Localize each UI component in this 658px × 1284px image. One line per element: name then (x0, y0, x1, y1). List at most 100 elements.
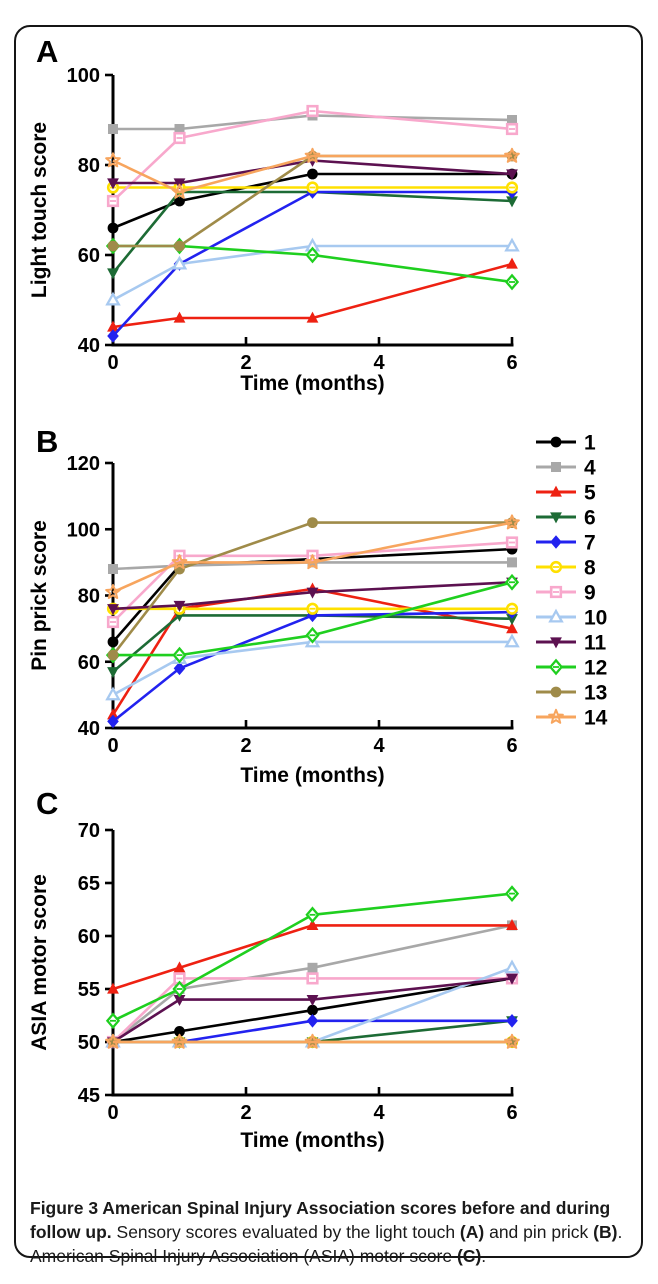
y-tick-label: 60 (78, 652, 100, 674)
data-point-marker (105, 291, 121, 306)
caption-bold-text: (B) (593, 1221, 618, 1242)
x-tick-label: 4 (373, 1102, 385, 1124)
legend-entry-8: 8 (536, 557, 596, 580)
data-point-marker (504, 1033, 520, 1049)
figure-border (14, 25, 643, 1258)
series-line-14 (112, 154, 512, 194)
y-axis-title: Pin prick score (28, 520, 51, 671)
legend-label: 5 (584, 482, 596, 505)
caption-text: . (481, 1245, 487, 1266)
legend-label: 1 (584, 432, 596, 455)
caption-bold-text: Figure 3 American Spinal Injury Associat… (30, 1197, 611, 1242)
series-line-10 (112, 640, 512, 697)
data-point-marker (173, 311, 186, 323)
legend-label: 11 (584, 632, 607, 655)
data-point-marker (105, 152, 121, 168)
series-line-10 (112, 244, 512, 302)
data-point-marker (106, 615, 120, 629)
data-point-marker (504, 514, 520, 530)
data-point-marker (304, 1033, 321, 1049)
data-point-marker (506, 614, 518, 626)
figure-caption: Figure 3 American Spinal Injury Associat… (30, 1196, 630, 1268)
data-point-marker (306, 311, 319, 323)
data-point-marker (307, 168, 318, 180)
series-line-13 (111, 521, 512, 656)
y-tick-label: 100 (67, 519, 100, 541)
y-axis-title: ASIA motor score (28, 874, 51, 1051)
legend-entry-14: 14 (536, 707, 608, 730)
y-tick-label: 40 (78, 718, 100, 740)
data-point-marker (504, 147, 520, 163)
x-axis-title: Time (months) (240, 764, 384, 787)
data-point-marker (506, 1014, 518, 1028)
data-point-marker (171, 183, 188, 199)
data-point-marker (504, 237, 520, 252)
data-point-marker (108, 124, 118, 134)
x-tick-label: 2 (240, 352, 251, 374)
legend-label: 14 (584, 707, 608, 730)
data-point-marker (506, 919, 518, 930)
data-point-marker (550, 436, 562, 448)
series-line-7 (112, 190, 512, 337)
x-tick-label: 4 (373, 352, 385, 374)
panel-c-letter: C (36, 786, 59, 821)
data-point-marker (550, 535, 562, 549)
data-point-marker (549, 585, 563, 599)
data-point-marker (504, 273, 520, 291)
y-tick-label: 60 (78, 926, 100, 948)
x-tick-label: 2 (240, 735, 251, 757)
x-tick-label: 0 (107, 352, 118, 374)
data-point-marker (107, 240, 119, 252)
data-point-marker (306, 587, 319, 599)
series-line-11 (113, 159, 513, 185)
data-point-marker (504, 885, 520, 902)
light-touch-chart: 40 60 80 100 0 2 4 6 Light touch score Time (mont… (28, 65, 520, 395)
data-point-marker (171, 1033, 188, 1049)
data-point-marker (306, 1014, 319, 1028)
y-tick-label: 45 (78, 1085, 100, 1107)
legend-entry-9: 9 (536, 582, 596, 605)
caption-text: and pin prick (484, 1221, 594, 1242)
data-point-marker (506, 169, 518, 181)
data-point-marker (105, 583, 121, 600)
legend-label: 13 (584, 682, 607, 705)
y-tick-label: 50 (78, 1032, 100, 1054)
data-point-marker (550, 637, 562, 649)
data-point-marker (107, 982, 119, 994)
data-point-marker (505, 536, 519, 549)
legend-label: 9 (584, 582, 596, 605)
legend-entry-7: 7 (536, 532, 596, 555)
data-point-marker (306, 995, 319, 1006)
series-line-14 (112, 521, 513, 594)
series-line-5 (112, 262, 513, 329)
data-point-marker (173, 995, 186, 1006)
data-point-marker (505, 181, 519, 194)
legend-entry-12: 12 (536, 657, 607, 680)
data-point-marker (174, 240, 185, 252)
y-tick-label: 80 (78, 155, 100, 177)
y-tick-label: 65 (78, 873, 100, 895)
data-point-marker (307, 962, 318, 973)
y-tick-label: 40 (78, 335, 100, 357)
legend-label: 8 (584, 557, 596, 580)
caption-bold-text: (C) (456, 1245, 482, 1266)
series-line-9 (112, 977, 512, 1043)
data-point-marker (306, 972, 319, 985)
y-tick-label: 120 (67, 453, 100, 475)
legend-label: 7 (584, 532, 596, 555)
pin-prick-chart: 40 60 80 100 120 0 2 4 6 Pin prick score Time (mon… (28, 453, 520, 787)
series-line-4 (112, 561, 512, 571)
data-point-marker (107, 708, 119, 720)
data-point-marker (173, 961, 186, 973)
x-axis-title: Time (months) (240, 372, 384, 395)
data-point-marker (107, 649, 119, 661)
series-line-4 (113, 114, 513, 131)
legend-label: 12 (584, 657, 607, 680)
data-point-marker (306, 602, 319, 615)
data-point-marker (107, 178, 119, 190)
data-point-marker (306, 919, 319, 930)
series-line-11 (112, 581, 513, 611)
data-point-marker (505, 602, 519, 615)
data-point-marker (507, 115, 517, 125)
